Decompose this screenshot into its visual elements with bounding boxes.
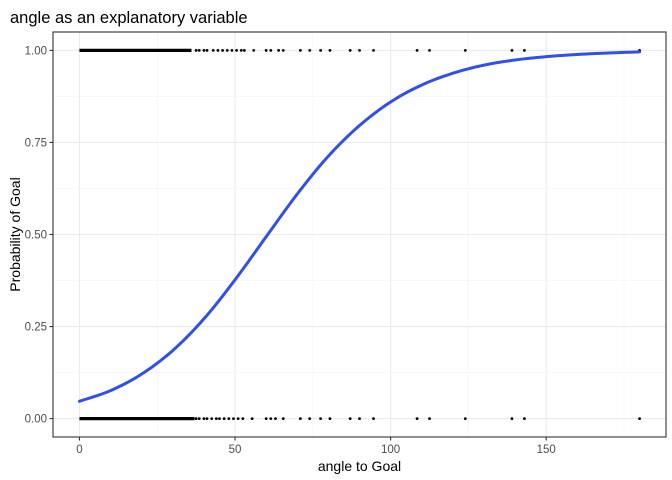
y-tick-label: 1.00: [25, 45, 47, 57]
data-point: [328, 417, 332, 420]
data-point: [218, 417, 221, 420]
data-point: [197, 49, 201, 52]
data-point: [348, 417, 352, 420]
data-point: [415, 417, 419, 420]
data-point: [197, 417, 201, 420]
data-point: [194, 417, 198, 420]
x-tick-label: 100: [381, 444, 400, 456]
data-point: [428, 417, 431, 420]
data-point: [252, 49, 256, 52]
data-point: [227, 417, 231, 420]
data-point: [372, 49, 375, 52]
data-point: [308, 417, 312, 420]
x-tick-label: 0: [76, 444, 82, 456]
y-tick-label: 0.00: [25, 414, 47, 426]
data-point: [277, 49, 280, 52]
y-tick-label: 0.25: [25, 322, 47, 334]
data-point: [428, 49, 431, 52]
data-point: [230, 49, 234, 52]
chart-title: angle as an explanatory variable: [10, 9, 248, 27]
data-point: [463, 417, 467, 420]
data-point: [358, 49, 361, 52]
data-point: [372, 417, 375, 420]
data-points: [79, 48, 641, 421]
data-point: [225, 49, 229, 52]
data-point: [202, 49, 206, 52]
data-point: [510, 417, 514, 420]
data-point: [216, 49, 220, 52]
data-point: [269, 417, 273, 420]
data-point: [510, 49, 514, 52]
data-point: [328, 49, 332, 52]
y-axis: 0.00 0.25 0.50 0.75 1.00: [25, 45, 53, 426]
data-point: [638, 417, 641, 420]
data-point: [205, 49, 209, 52]
data-point: [308, 49, 312, 52]
data-point: [222, 417, 226, 420]
data-point: [211, 49, 215, 52]
y-tick-label: 0.50: [25, 230, 47, 242]
data-point: [264, 417, 268, 420]
data-point: [242, 49, 246, 52]
logistic-fit-line: [77, 50, 642, 403]
x-tick-label: 50: [229, 444, 242, 456]
data-point: [274, 417, 277, 420]
data-point: [264, 49, 268, 52]
x-axis: 0 50 100 150: [76, 437, 556, 456]
data-point: [281, 417, 285, 420]
y-tick-label: 0.75: [25, 137, 47, 149]
x-tick-label: 150: [537, 444, 556, 456]
data-point: [319, 417, 323, 420]
data-point: [210, 417, 214, 420]
data-point: [358, 417, 361, 420]
data-point: [415, 49, 419, 52]
data-point: [463, 49, 467, 52]
data-point: [250, 417, 254, 420]
data-point: [221, 49, 224, 52]
data-point: [232, 417, 235, 420]
data-point: [214, 417, 218, 420]
data-point: [239, 49, 243, 52]
data-point: [235, 49, 238, 52]
data-point: [523, 417, 526, 420]
data-point: [205, 417, 209, 420]
data-point: [194, 49, 198, 52]
grid: [53, 32, 666, 437]
data-point: [202, 417, 206, 420]
data-point: [241, 417, 245, 420]
data-point: [523, 49, 526, 52]
data-point: [269, 49, 273, 52]
x-axis-title: angle to Goal: [318, 458, 401, 474]
data-point: [236, 417, 240, 420]
y-axis-title: Probability of Goal: [7, 177, 23, 291]
data-point: [319, 49, 323, 52]
data-point: [298, 49, 302, 52]
data-point: [348, 49, 352, 52]
data-point: [281, 49, 285, 52]
data-point: [298, 417, 302, 420]
